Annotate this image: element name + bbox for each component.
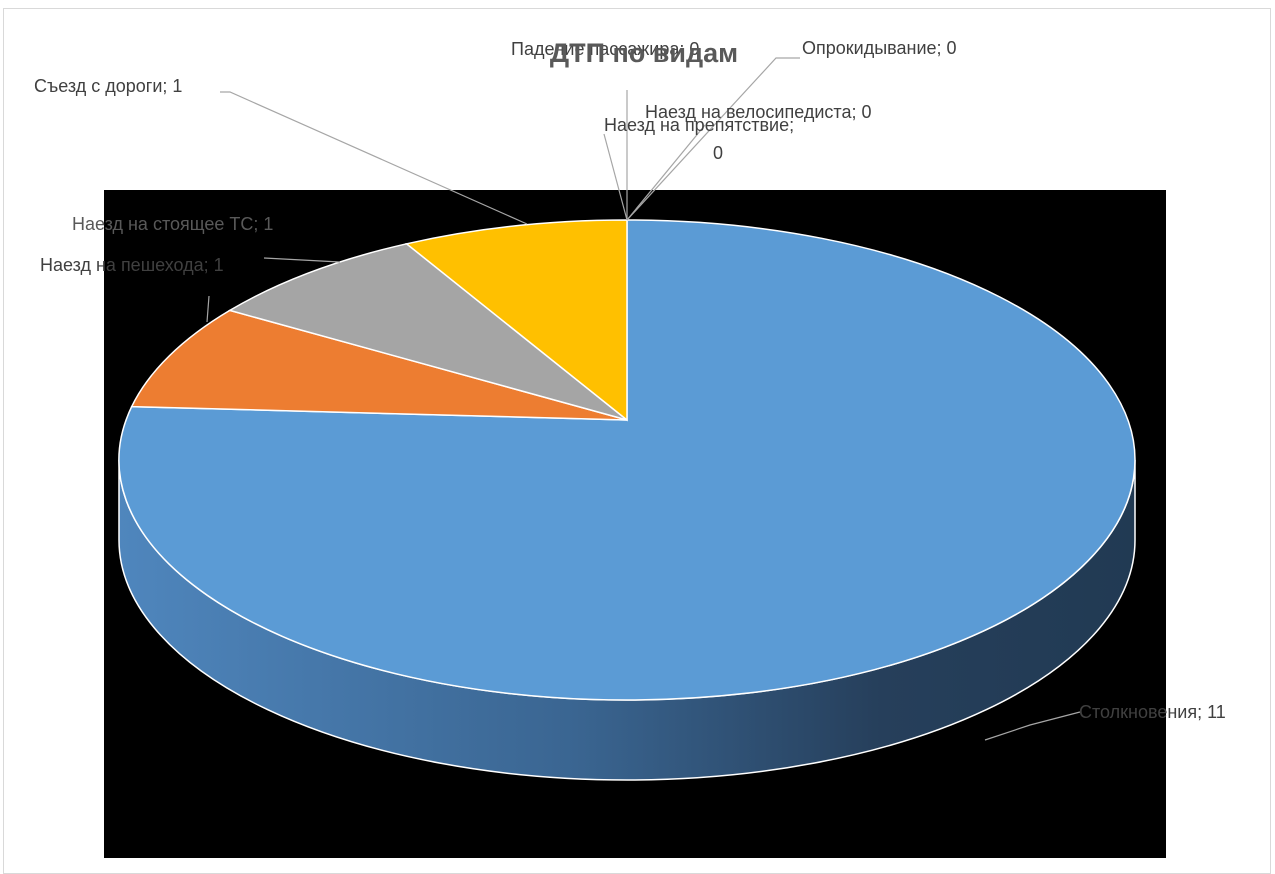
leader-line-oprokidyvanie bbox=[626, 57, 800, 221]
data-label-padenie: Падение пассажира; 0 bbox=[511, 39, 699, 59]
data-label-naezd-peshehoda: Наезд на пешехода; 1 bbox=[40, 255, 224, 275]
leader-line-sezd bbox=[220, 91, 528, 225]
pie-slice-1 bbox=[130, 309, 628, 421]
data-label-prepyatstvie-value: 0 bbox=[713, 143, 723, 163]
leader-line-stolknovenia bbox=[984, 711, 1081, 741]
pie-slice-3 bbox=[404, 219, 628, 422]
data-label-oprokidyvanie: Опрокидывание; 0 bbox=[802, 38, 957, 58]
chart-title: ДТП по видам bbox=[550, 38, 738, 68]
data-label-naezd-stoyashchee: Наезд на стоящее ТС; 1 bbox=[72, 214, 273, 234]
data-label-velosiped: Наезд на велосипедиста; 0 bbox=[645, 102, 871, 122]
data-label-stolknovenia: Столкновения; 11 bbox=[1079, 702, 1226, 722]
data-label-prepyatstvie: Наезд на препятствие; bbox=[604, 115, 794, 135]
leader-line-naezd-stoyashchee bbox=[263, 257, 341, 263]
pie-slice-2 bbox=[227, 242, 628, 421]
leader-line-prepyatstvie bbox=[603, 133, 628, 221]
leader-line-velosiped bbox=[626, 124, 706, 221]
pie-slice-0 bbox=[118, 219, 1136, 701]
data-label-sezd: Съезд с дороги; 1 bbox=[34, 76, 182, 96]
leader-line-naezd-peshehoda bbox=[206, 295, 210, 323]
